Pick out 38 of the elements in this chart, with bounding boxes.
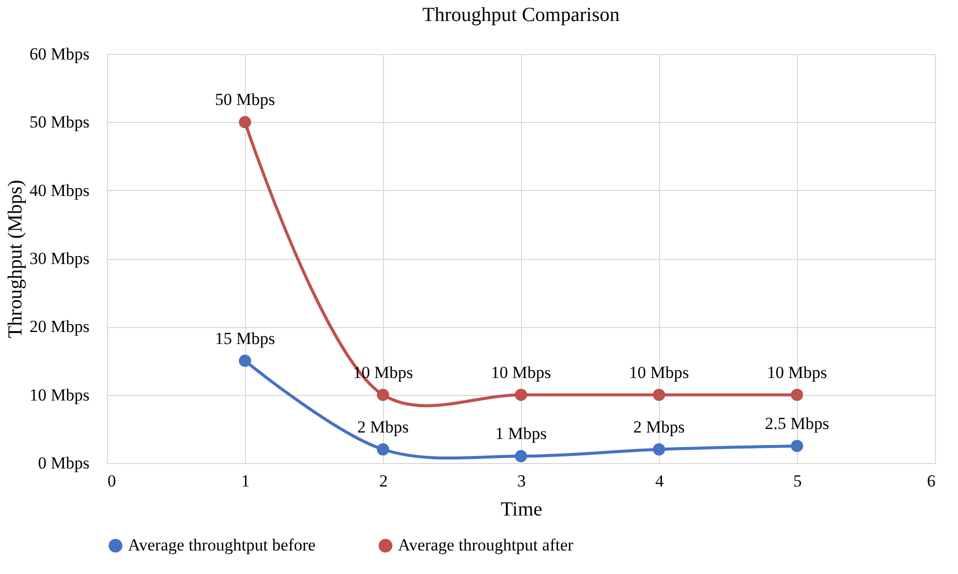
y-tick-label: 60 Mbps xyxy=(30,44,90,64)
y-tick-label: 40 Mbps xyxy=(30,180,90,200)
point xyxy=(514,450,528,462)
data-label: 10 Mbps xyxy=(767,362,827,382)
x-tick-label: 0 xyxy=(108,472,116,490)
data-label: 1 Mbps xyxy=(495,424,547,444)
data-label: 2.5 Mbps xyxy=(764,414,830,433)
x-tick-label: 5 xyxy=(793,472,802,490)
data-label: 2 Mbps xyxy=(357,417,409,436)
legend-label: Average throughtput before xyxy=(128,536,316,555)
point xyxy=(514,388,528,401)
data-label: 10 Mbps xyxy=(491,362,551,382)
y-tick-label: 50 Mbps xyxy=(30,112,90,132)
point xyxy=(376,388,390,401)
y-tick-label: 10 Mbps xyxy=(30,385,90,404)
x-tick-label: 3 xyxy=(517,472,526,490)
point xyxy=(652,443,666,456)
data-label: 10 Mbps xyxy=(629,362,689,382)
y-tick-label: 30 Mbps xyxy=(30,249,90,268)
y-tick-label: 20 Mbps xyxy=(30,317,90,336)
legend-label: Average throughtput after xyxy=(398,536,574,555)
point xyxy=(790,388,804,401)
point xyxy=(238,354,252,367)
y-tick-label: 0 Mbps xyxy=(38,454,90,472)
point xyxy=(376,443,390,456)
x-tick-label: 1 xyxy=(241,472,250,490)
x-tick-label: 6 xyxy=(927,472,936,490)
point xyxy=(238,116,252,128)
point xyxy=(652,388,666,401)
data-label: 50 Mbps xyxy=(215,90,275,110)
point xyxy=(790,440,804,452)
x-tick-label: 4 xyxy=(655,472,664,490)
y-axis-title: Throughput (Mbps) xyxy=(4,180,27,338)
x-axis-title: Time xyxy=(500,498,542,520)
x-tick-label: 2 xyxy=(379,472,388,490)
data-label: 15 Mbps xyxy=(215,328,275,348)
data-label: 2 Mbps xyxy=(633,417,685,436)
chart-title: Throughput Comparison xyxy=(422,4,620,26)
